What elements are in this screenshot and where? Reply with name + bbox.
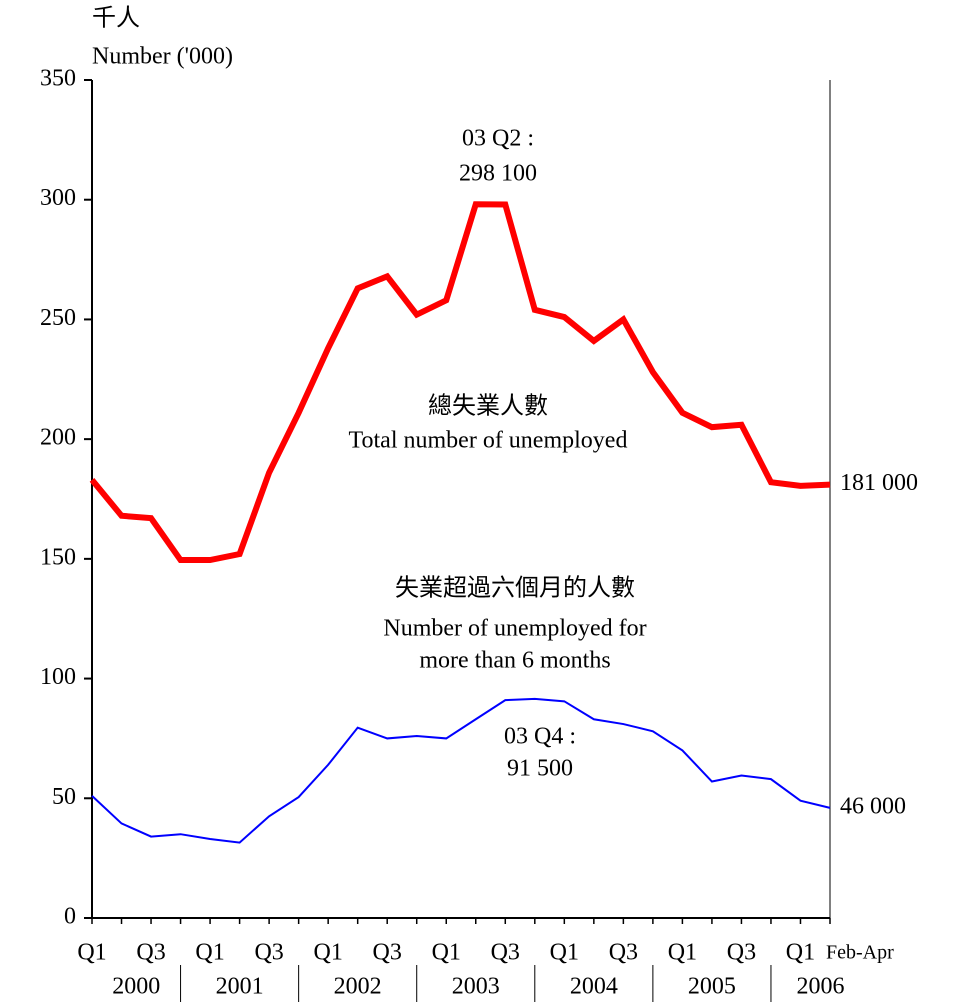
x-tick-label: Q1 [786, 940, 815, 966]
x-tick-label: Q1 [313, 940, 342, 966]
x-tick-label: Q1 [77, 940, 106, 966]
x-tick-label: Q3 [254, 940, 283, 966]
annotation: 298 100 [459, 161, 537, 187]
value-label: 46 000 [840, 793, 906, 819]
x-tick-label: Q1 [195, 940, 224, 966]
series-name: 失業超過六個月的人數 [395, 575, 635, 602]
x-tick-label: Q1 [432, 940, 461, 966]
x-tick-label: Q1 [668, 940, 697, 966]
x-tick-label: Q3 [609, 940, 638, 966]
y-tick-label: 150 [40, 544, 76, 570]
year-label: 2002 [334, 974, 382, 1000]
y-axis-label: 千人 [92, 5, 140, 32]
y-axis-label: Number ('000) [92, 44, 233, 70]
x-tick-label: Q1 [550, 940, 579, 966]
series-name: more than 6 months [419, 648, 610, 674]
x-tick-label: Q3 [727, 940, 756, 966]
x-tick-label: Q3 [136, 940, 165, 966]
y-tick-label: 200 [40, 425, 76, 451]
year-label: 2006 [796, 974, 844, 1000]
series-line [89, 201, 831, 564]
y-tick-label: 0 [64, 904, 76, 930]
x-tick-label: Q3 [491, 940, 520, 966]
series-line [91, 697, 831, 844]
year-label: 2003 [452, 974, 500, 1000]
value-label: 181 000 [840, 470, 918, 496]
series-name: 總失業人數 [428, 393, 548, 420]
y-tick-label: 250 [40, 305, 76, 331]
x-tick-label: Feb-Apr [826, 942, 894, 964]
year-label: 2004 [570, 974, 618, 1000]
y-tick-label: 300 [40, 185, 76, 211]
annotation: 03 Q2 : [462, 126, 534, 152]
series-name: Total number of unemployed [349, 428, 628, 454]
annotation: 91 500 [507, 756, 573, 782]
y-tick-label: 50 [52, 784, 76, 810]
y-tick-label: 100 [40, 664, 76, 690]
year-label: 2000 [112, 974, 160, 1000]
year-label: 2005 [688, 974, 736, 1000]
annotation: 03 Q4 : [504, 724, 576, 750]
y-tick-label: 350 [40, 66, 76, 92]
year-label: 2001 [216, 974, 264, 1000]
x-tick-label: Q3 [373, 940, 402, 966]
series-name: Number of unemployed for [383, 616, 646, 642]
